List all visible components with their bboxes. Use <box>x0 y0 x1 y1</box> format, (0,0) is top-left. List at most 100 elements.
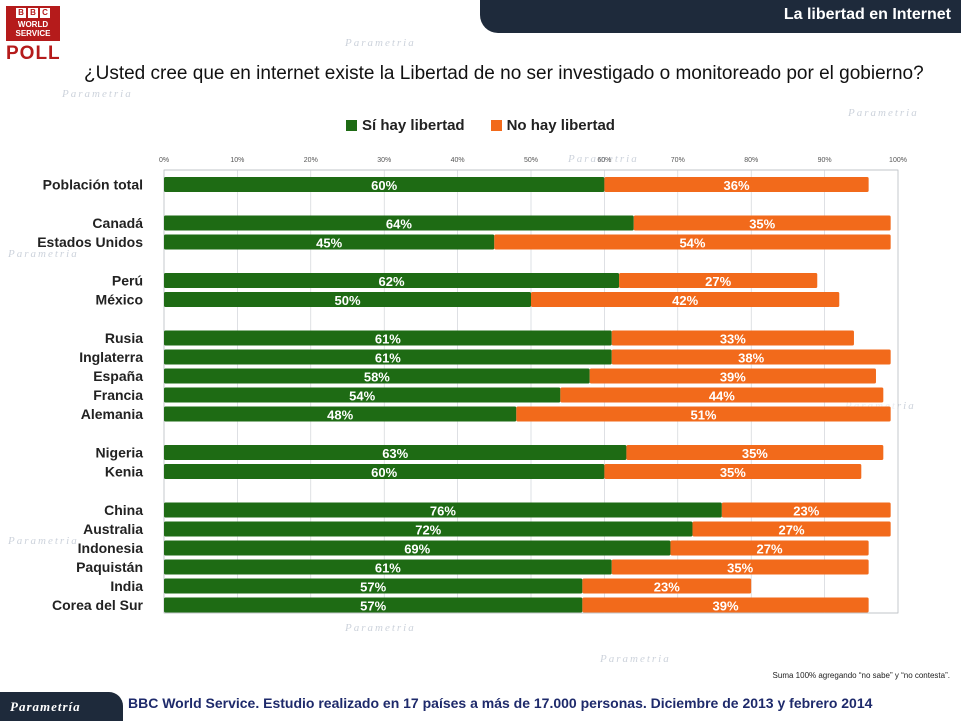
footer-band: Parametría <box>0 692 123 721</box>
watermark: Parametria <box>345 622 416 634</box>
category-label: Francia <box>93 387 143 403</box>
category-label: Canadá <box>92 215 143 231</box>
logo-line-service: SERVICE <box>15 29 51 38</box>
data-label-no: 27% <box>757 542 783 557</box>
data-label-si: 58% <box>364 370 390 385</box>
data-label-si: 48% <box>327 408 353 423</box>
data-label-no: 36% <box>724 178 750 193</box>
bar-si <box>164 215 634 231</box>
category-label: Inglaterra <box>79 349 143 365</box>
logo-line-world: WORLD <box>17 20 49 29</box>
data-label-si: 63% <box>382 446 408 461</box>
category-label: México <box>96 292 143 308</box>
category-label: Corea del Sur <box>52 597 144 613</box>
data-label-si: 50% <box>334 293 360 308</box>
bar-no <box>692 521 891 537</box>
category-label: Nigeria <box>96 445 144 461</box>
header-band: La libertad en Internet <box>480 0 961 33</box>
bbc-logo-box: B B C WORLD SERVICE <box>6 6 60 41</box>
bar-si <box>164 464 605 479</box>
bar-no <box>582 578 752 594</box>
bbc-letters: B B C <box>6 8 60 18</box>
data-label-no: 42% <box>672 293 698 308</box>
source-text: BBC World Service. Estudio realizado en … <box>128 695 873 711</box>
data-label-no: 33% <box>720 332 746 347</box>
bar-si <box>164 597 583 613</box>
bar-no <box>633 215 891 231</box>
data-label-no: 39% <box>712 599 738 614</box>
bar-no <box>582 597 869 613</box>
watermark: Parametria <box>8 248 79 260</box>
x-tick-label: 30% <box>377 157 391 164</box>
bar-no <box>604 464 862 479</box>
data-label-no: 27% <box>779 523 805 538</box>
bar-si <box>164 349 612 365</box>
chart-legend: Sí hay libertad No hay libertad <box>0 117 961 134</box>
question-title: ¿Usted cree que en internet existe la Li… <box>84 63 924 84</box>
category-label: Rusia <box>105 330 143 346</box>
data-label-no: 35% <box>742 446 768 461</box>
bar-no <box>494 234 891 250</box>
bar-si <box>164 177 605 192</box>
watermark: Parametria <box>568 153 639 165</box>
bar-si <box>164 234 495 250</box>
x-tick-label: 0% <box>159 157 169 164</box>
bar-no <box>560 387 884 403</box>
category-label: Australia <box>83 521 143 537</box>
bbc-letter: C <box>40 8 50 18</box>
category-label: China <box>104 502 143 518</box>
data-label-si: 64% <box>386 217 412 232</box>
watermark: Parametria <box>848 107 919 119</box>
watermark: Parametria <box>62 88 133 100</box>
category-label: Perú <box>112 273 143 289</box>
data-label-no: 54% <box>679 236 705 251</box>
bar-no <box>604 177 869 192</box>
category-label: Indonesia <box>78 540 144 556</box>
data-label-no: 38% <box>738 351 764 366</box>
category-label: India <box>110 578 143 594</box>
category-label: España <box>93 368 143 384</box>
bar-si <box>164 502 722 518</box>
data-label-si: 76% <box>430 504 456 519</box>
bar-no <box>611 349 891 365</box>
data-label-si: 62% <box>379 274 405 289</box>
parametria-logo: Parametría <box>10 699 81 714</box>
x-tick-label: 80% <box>744 157 758 164</box>
footnote: Suma 100% agregando “no sabe” y “no cont… <box>772 671 950 680</box>
bbc-letter: B <box>16 8 26 18</box>
bar-no <box>531 292 840 307</box>
x-tick-label: 70% <box>671 157 685 164</box>
data-label-no: 44% <box>709 389 735 404</box>
logo-poll: POLL <box>6 43 61 64</box>
category-label: Paquistán <box>76 559 143 575</box>
x-tick-label: 50% <box>524 157 538 164</box>
watermark: Parametria <box>600 653 671 665</box>
header-title: La libertad en Internet <box>783 6 951 23</box>
data-label-si: 57% <box>360 599 386 614</box>
watermark: Parametria <box>8 535 79 547</box>
data-label-si: 60% <box>371 178 397 193</box>
bar-si <box>164 445 627 460</box>
category-label: Alemania <box>81 406 143 422</box>
bar-no <box>619 273 818 288</box>
bar-si <box>164 559 612 575</box>
bar-no <box>721 502 891 518</box>
category-label: Kenia <box>105 464 143 480</box>
data-label-no: 27% <box>705 274 731 289</box>
data-label-no: 23% <box>654 580 680 595</box>
data-label-si: 61% <box>375 351 401 366</box>
category-label: Estados Unidos <box>37 234 143 250</box>
data-label-no: 23% <box>793 504 819 519</box>
data-label-no: 39% <box>720 370 746 385</box>
data-label-no: 51% <box>690 408 716 423</box>
legend-label-si: Sí hay libertad <box>362 117 465 134</box>
bar-si <box>164 521 693 537</box>
bbc-poll-logo: B B C WORLD SERVICE POLL <box>6 6 60 65</box>
bar-si <box>164 330 612 346</box>
data-label-si: 57% <box>360 580 386 595</box>
data-label-si: 45% <box>316 236 342 251</box>
legend-swatch-si <box>346 120 358 131</box>
data-label-si: 61% <box>375 332 401 347</box>
bar-si <box>164 368 590 384</box>
